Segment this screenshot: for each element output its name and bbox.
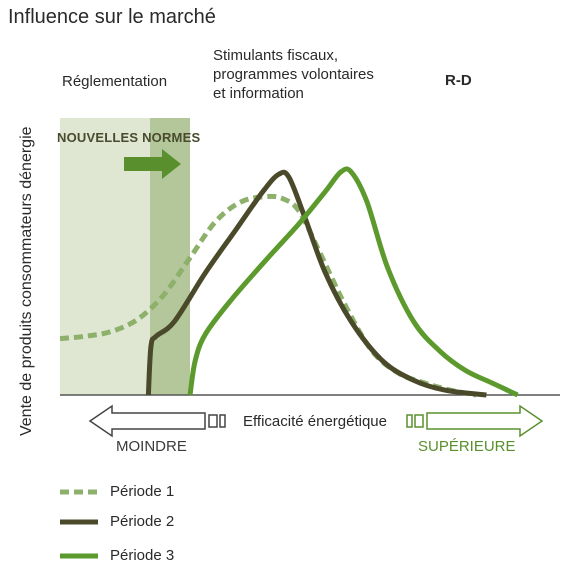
new-standards-arrow-icon — [124, 149, 181, 179]
series-line-periode-3 — [187, 166, 519, 398]
series-line-periode-2 — [145, 169, 487, 398]
greater-efficiency-arrow-icon — [406, 404, 544, 438]
lesser-label: MOINDRE — [116, 438, 187, 455]
chart-title: Influence sur le marché — [8, 6, 216, 28]
rd-label: R-D — [445, 72, 472, 89]
legend-label-periode-1: Période 1 — [110, 483, 175, 500]
legend-label-periode-2: Période 2 — [110, 513, 175, 530]
incentives-label-line-2: programmes volontaires — [213, 66, 374, 83]
greater-label: SUPÉRIEURE — [418, 438, 516, 455]
lesser-efficiency-arrow-icon — [88, 404, 226, 438]
legend-label-periode-3: Période 3 — [110, 547, 175, 564]
incentives-label-line-3: et information — [213, 85, 304, 102]
new-standards-label: NOUVELLES NORMES — [57, 130, 201, 145]
x-axis-label: Efficacité énergétique — [243, 413, 387, 430]
regulation-label: Réglementation — [62, 73, 168, 90]
incentives-label: Stimulants fiscaux, programmes volontair… — [213, 46, 374, 103]
incentives-label-line-1: Stimulants fiscaux, — [213, 47, 339, 64]
